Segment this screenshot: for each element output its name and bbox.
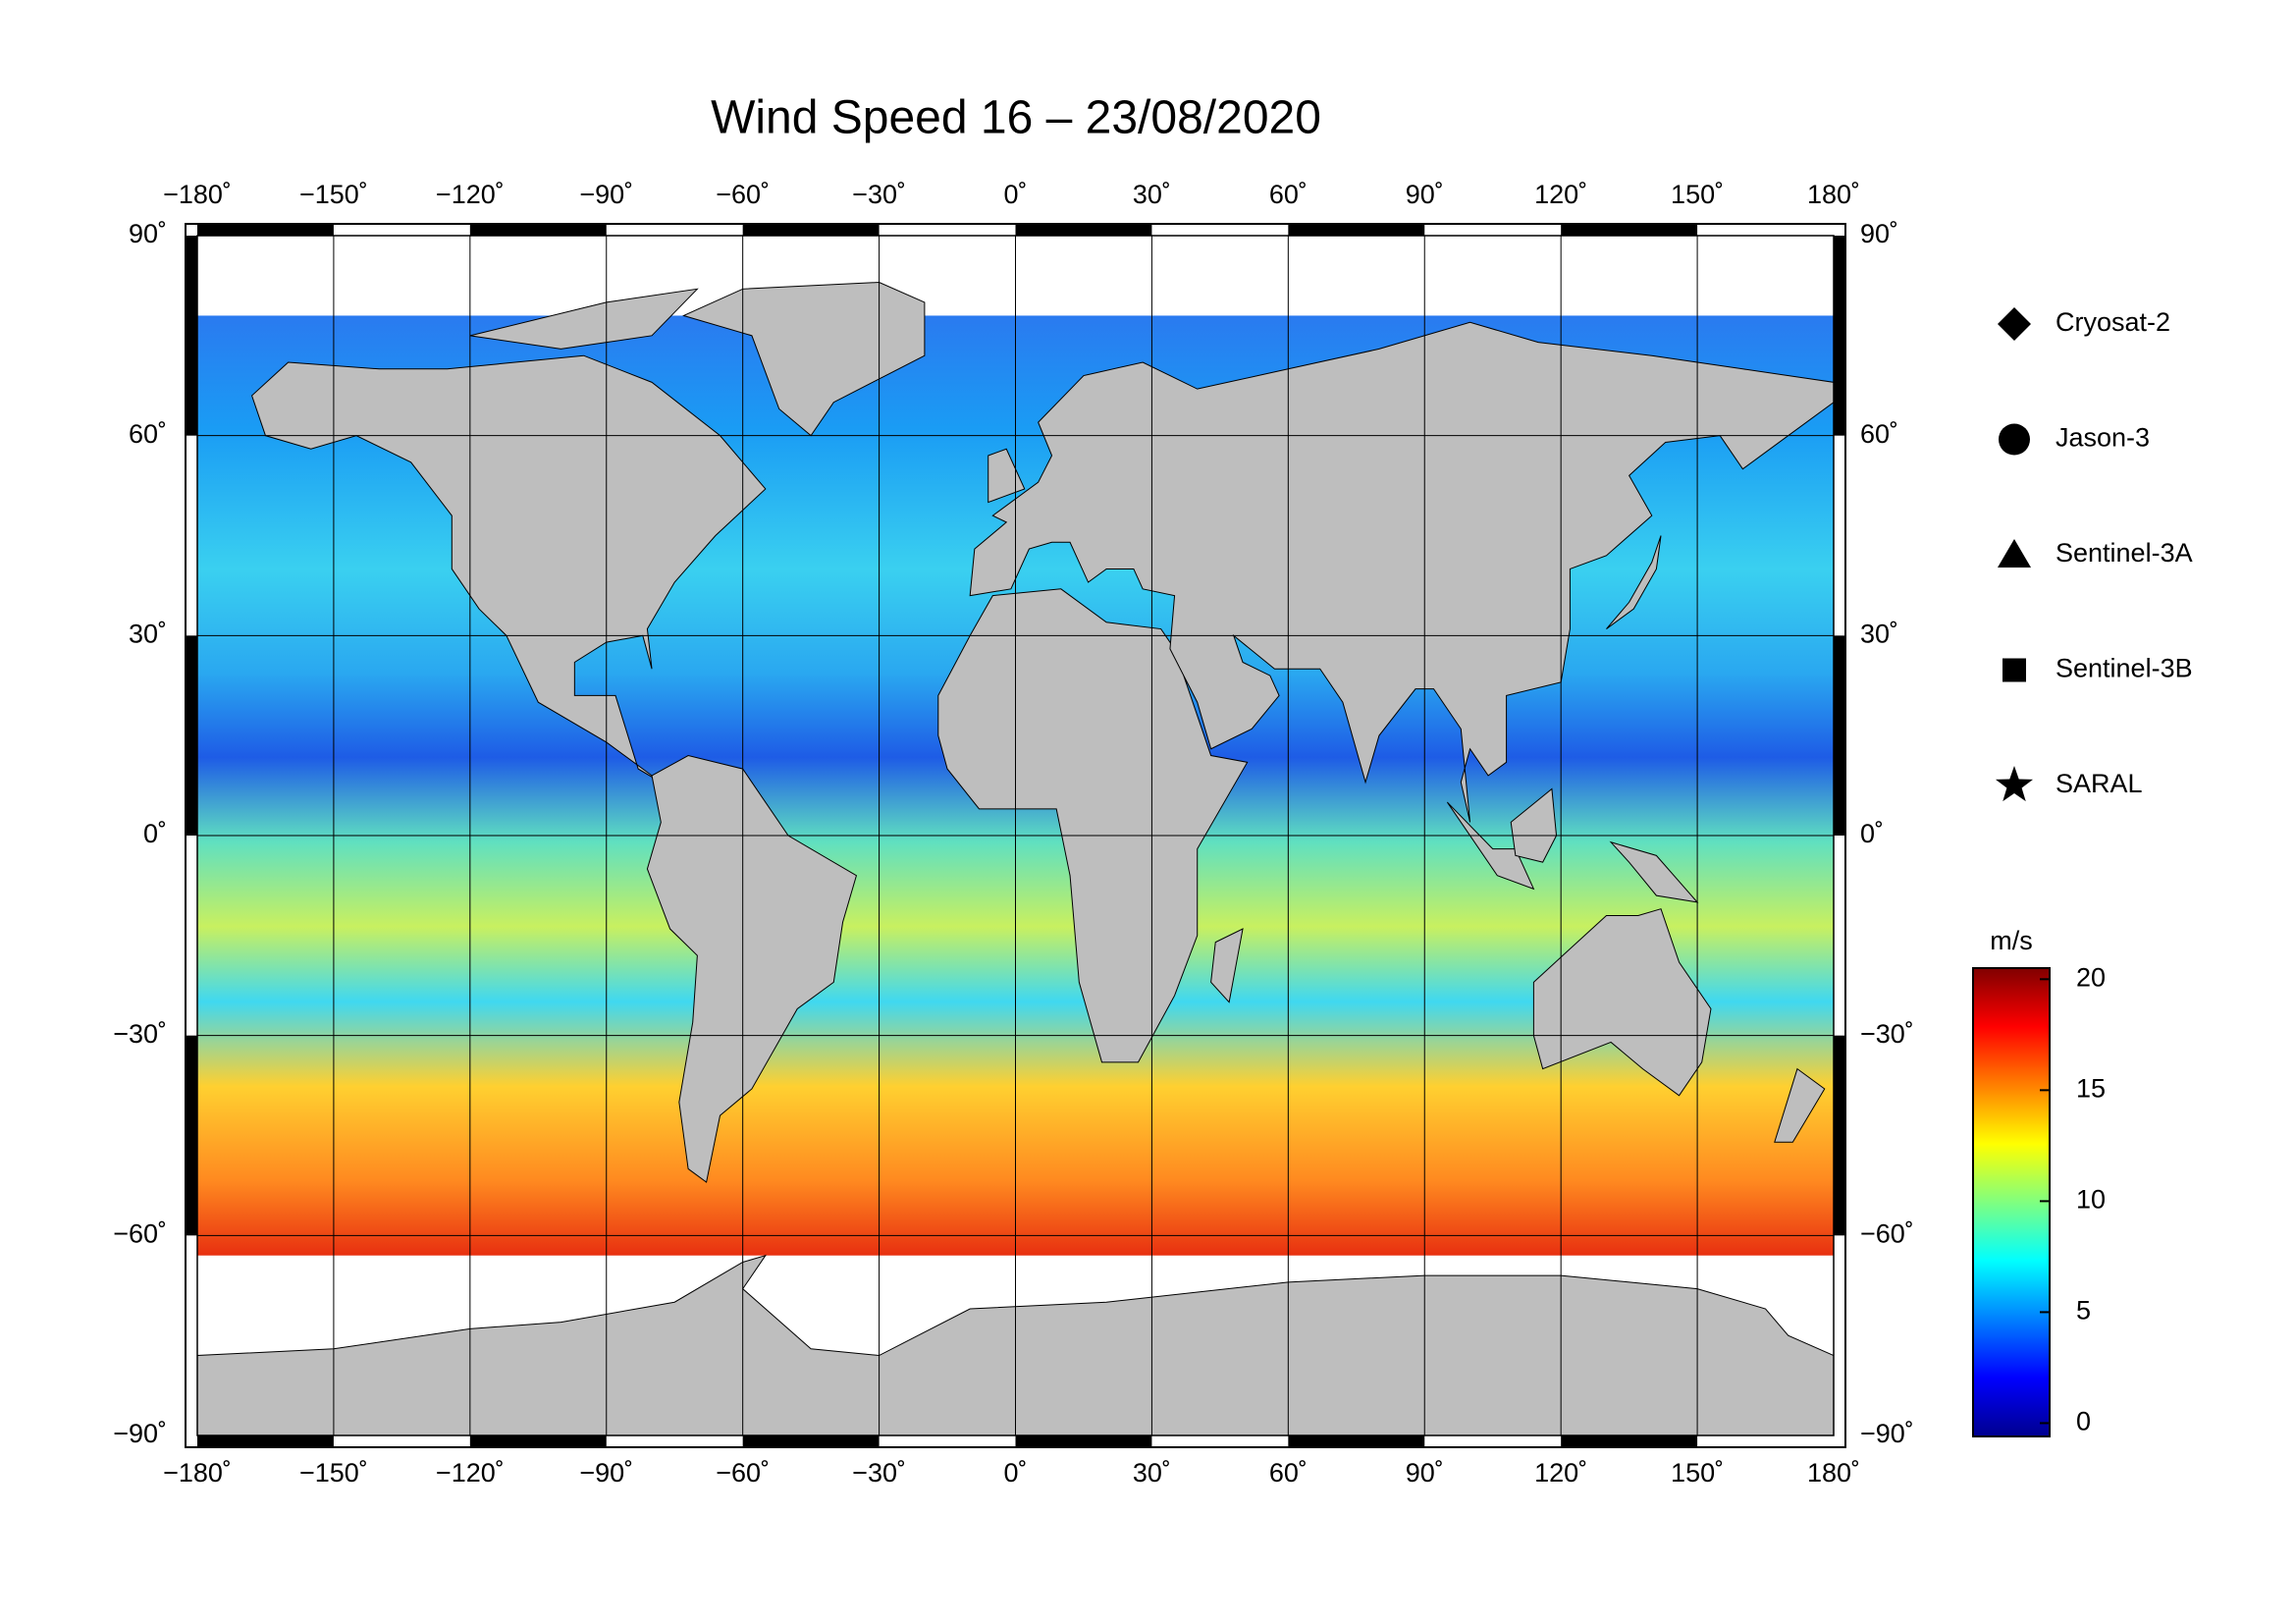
y-tick-label: −30˚ [113, 1019, 167, 1049]
map: −180˚ −180˚ −150˚ −150˚ −120˚ −120˚ −90˚ −90˚ −6… [113, 180, 1914, 1488]
frame-band [1015, 224, 1152, 236]
x-tick-label: 0˚ [1003, 180, 1027, 209]
y-tick-label: −30˚ [1860, 1019, 1914, 1049]
colorbar: m/s 0 5 10 15 20 [1972, 926, 2106, 1437]
map-frame [185, 223, 1846, 1448]
x-tick-label: −60˚ [716, 1458, 770, 1488]
colorbar-tick-label: 0 [2076, 1407, 2091, 1436]
land [1210, 928, 1244, 1003]
x-tick-label: 150˚ [1671, 1458, 1724, 1488]
colorbar-tick-label: 5 [2076, 1296, 2091, 1325]
frame-band [1288, 224, 1425, 236]
frame-band [1288, 1435, 1425, 1447]
y-tick-label: 60˚ [129, 419, 167, 449]
x-tick-label: 30˚ [1133, 1458, 1171, 1488]
x-tick-label: 120˚ [1534, 180, 1587, 209]
colorbar-tick-label: 10 [2076, 1184, 2106, 1214]
legend-marker [1998, 539, 2031, 568]
frame-band [1834, 635, 1845, 836]
y-tick-label: −90˚ [1860, 1419, 1914, 1448]
land [1510, 787, 1558, 863]
x-tick-label: 150˚ [1671, 180, 1724, 209]
land [250, 354, 767, 784]
legend-label: Jason-3 [2056, 423, 2150, 453]
frame-band [742, 1435, 880, 1447]
colorbar-tick-label: 20 [2076, 962, 2106, 992]
frame-band [186, 236, 197, 436]
x-tick-label: 0˚ [1003, 1458, 1027, 1488]
x-tick-label: 180˚ [1807, 180, 1860, 209]
x-tick-label: −60˚ [716, 180, 770, 209]
x-tick-label: −180˚ [163, 180, 232, 209]
frame-band [1561, 224, 1698, 236]
x-tick-label: −120˚ [436, 180, 505, 209]
legend: Cryosat-2 Jason-3 Sentinel-3A Sentinel-3B SA… [1995, 307, 2193, 802]
land [969, 321, 1835, 823]
legend-marker [1999, 423, 2030, 456]
frame-band [197, 1435, 334, 1447]
x-tick-label: −90˚ [579, 1458, 633, 1488]
y-tick-label: 0˚ [1860, 819, 1884, 848]
colorbar-unit: m/s [1990, 926, 2033, 955]
legend-label: Sentinel-3A [2056, 538, 2193, 568]
y-tick-label: 30˚ [1860, 619, 1898, 648]
x-tick-label: −30˚ [852, 180, 906, 209]
y-tick-label: 90˚ [129, 219, 167, 248]
x-tick-label: −180˚ [163, 1458, 232, 1488]
x-tick-label: −120˚ [436, 1458, 505, 1488]
x-tick-label: −150˚ [299, 180, 368, 209]
legend-label: Cryosat-2 [2056, 307, 2170, 337]
x-tick-label: 60˚ [1269, 180, 1308, 209]
map-title: Wind Speed 16 – 23/08/2020 [711, 92, 1321, 144]
legend-marker [2002, 658, 2026, 682]
frame-band [186, 1035, 197, 1236]
x-tick-label: 90˚ [1406, 1458, 1444, 1488]
y-tick-label: 30˚ [129, 619, 167, 648]
legend-label: SARAL [2056, 769, 2143, 798]
legend-marker [1998, 307, 2031, 341]
land [1774, 1067, 1826, 1143]
colorbar-tick-label: 15 [2076, 1073, 2106, 1103]
x-tick-label: 180˚ [1807, 1458, 1860, 1488]
x-tick-label: 120˚ [1534, 1458, 1587, 1488]
legend-marker [1995, 766, 2034, 802]
y-tick-label: −60˚ [113, 1218, 167, 1248]
x-tick-label: 60˚ [1269, 1458, 1308, 1488]
x-tick-label: 90˚ [1406, 180, 1444, 209]
land [1606, 535, 1662, 629]
y-tick-label: −90˚ [113, 1419, 167, 1448]
y-tick-label: 90˚ [1860, 219, 1898, 248]
frame-band [469, 224, 607, 236]
frame-band [186, 635, 197, 836]
legend-label: Sentinel-3B [2056, 654, 2193, 683]
colorbar-gradient [1972, 967, 2051, 1437]
x-tick-label: −30˚ [852, 1458, 906, 1488]
frame-band [1561, 1435, 1698, 1447]
land [469, 288, 699, 350]
y-tick-label: 0˚ [143, 819, 167, 848]
y-tick-label: 60˚ [1860, 419, 1898, 449]
frame-band [1015, 1435, 1152, 1447]
map-frame [196, 235, 1835, 1436]
y-tick-label: −60˚ [1860, 1218, 1914, 1248]
x-tick-label: −150˚ [299, 1458, 368, 1488]
frame-band [1834, 1035, 1845, 1236]
land [1446, 801, 1535, 891]
frame-band [469, 1435, 607, 1447]
x-tick-label: −90˚ [579, 180, 633, 209]
frame-band [1834, 236, 1845, 436]
x-tick-label: 30˚ [1133, 180, 1171, 209]
land [1609, 840, 1699, 903]
frame-band [197, 224, 334, 236]
frame-band [742, 224, 880, 236]
